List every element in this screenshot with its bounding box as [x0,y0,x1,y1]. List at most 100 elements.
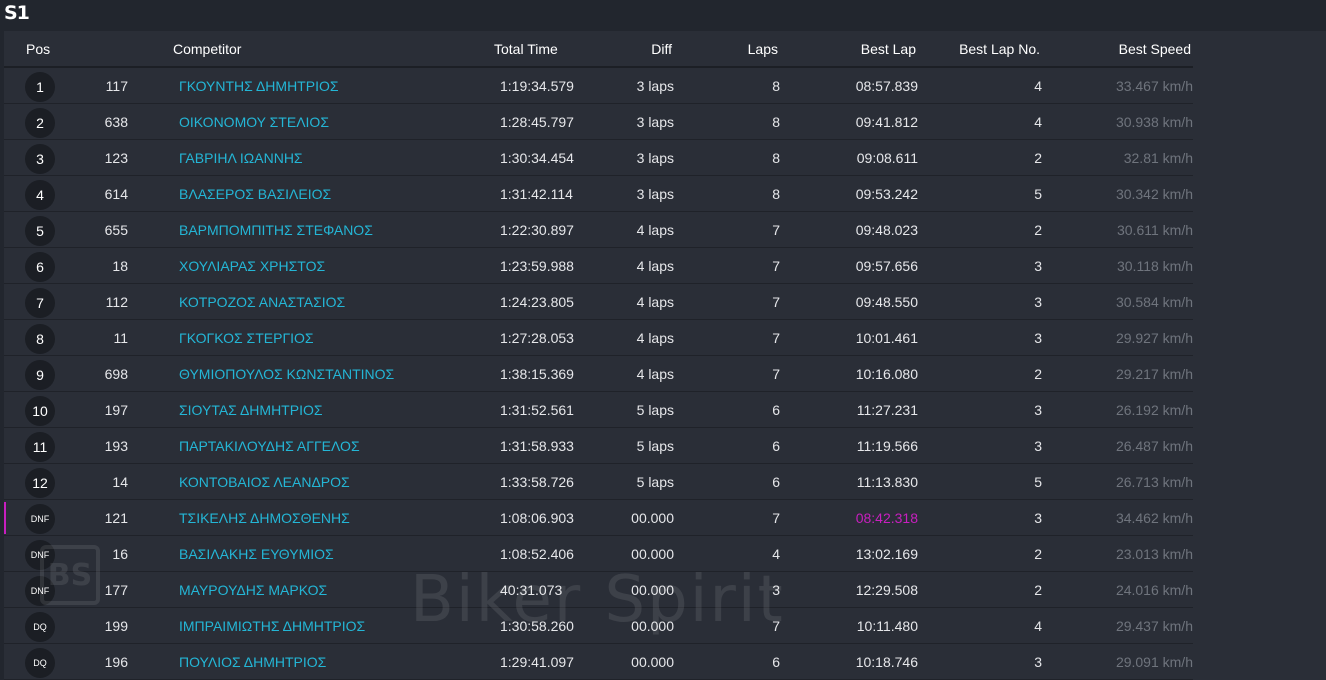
best-speed: 32.81 km/h [1044,139,1193,176]
total-time: 40:31.073 [428,571,570,608]
table-row[interactable]: DNF 121 ΤΣΙΚΕΛΗΣ ΔΗΜΟΣΘΕΝΗΣ 1:08:06.903 00.0… [4,499,1193,536]
best-speed: 29.217 km/h [1044,355,1193,392]
race-number: 11 [64,319,128,356]
table-row[interactable]: 7 112 ΚΟΤΡΟΖΟΣ ΑΝΑΣΤΑΣΙΟΣ 1:24:23.805 4 laps… [4,283,1193,320]
position-badge: DQ [25,648,55,678]
competitor-link[interactable]: ΒΑΡΜΠΟΜΠΙΤΗΣ ΣΤΕΦΑΝΟΣ [179,221,373,238]
table-row[interactable]: DQ 196 ΠΟΥΛΙΟΣ ΔΗΜΗΤΡΙΟΣ 1:29:41.097 00.000 6… [4,643,1193,680]
col-header-best-lap[interactable]: Best Lap [782,31,918,68]
col-header-total-time[interactable]: Total Time [428,31,570,68]
position-badge: 2 [25,108,55,138]
col-header-pos[interactable]: Pos [4,31,64,68]
competitor-link[interactable]: ΤΣΙΚΕΛΗΣ ΔΗΜΟΣΘΕΝΗΣ [179,509,350,526]
diff: 00.000 [570,499,676,536]
table-row[interactable]: DNF 177 ΜΑΥΡΟΥΔΗΣ ΜΑΡΚΟΣ 40:31.073 00.000 3 12… [4,571,1193,608]
competitor-link[interactable]: ΓΚΟΥΝΤΗΣ ΔΗΜΗΤΡΙΟΣ [179,77,339,94]
position-badge: 5 [25,216,55,246]
best-lap: 09:57.656 [782,247,918,284]
best-speed: 29.091 km/h [1044,643,1193,680]
table-row[interactable]: 4 614 ΒΛΑΣΕΡΟΣ ΒΑΣΙΛΕΙΟΣ 1:31:42.114 3 laps 8… [4,175,1193,212]
best-lap-no: 3 [918,643,1044,680]
total-time: 1:33:58.726 [428,463,574,500]
col-header-laps[interactable]: Laps [676,31,782,68]
col-header-best-lap-no[interactable]: Best Lap No. [918,31,1044,68]
laps: 7 [676,499,782,536]
competitor-link[interactable]: ΓΑΒΡΙΗΛ ΙΩΑΝΝΗΣ [179,149,303,166]
laps: 6 [676,643,782,680]
best-lap-no: 2 [918,211,1044,248]
table-row[interactable]: 1 117 ΓΚΟΥΝΤΗΣ ΔΗΜΗΤΡΙΟΣ 1:19:34.579 3 laps 8… [4,67,1193,104]
best-lap: 09:48.023 [782,211,918,248]
diff: 4 laps [570,211,676,248]
competitor-link[interactable]: ΙΜΠΡΑΙΜΙΩΤΗΣ ΔΗΜΗΤΡΙΟΣ [179,617,366,634]
col-header-competitor[interactable]: Competitor [128,31,428,68]
overall-best-marker [4,502,6,534]
total-time: 1:24:23.805 [428,283,574,320]
pos-cell: 9 [4,355,64,392]
position-badge: 12 [25,468,55,498]
table-row[interactable]: 10 197 ΣΙΟΥΤΑΣ ΔΗΜΗΤΡΙΟΣ 1:31:52.561 5 laps 6… [4,391,1193,428]
position-badge: 6 [25,252,55,282]
position-badge: 11 [25,432,55,462]
competitor-link[interactable]: ΒΛΑΣΕΡΟΣ ΒΑΣΙΛΕΙΟΣ [179,185,332,202]
best-speed: 26.713 km/h [1044,463,1193,500]
table-row[interactable]: 5 655 ΒΑΡΜΠΟΜΠΙΤΗΣ ΣΤΕΦΑΝΟΣ 1:22:30.897 4 la… [4,211,1193,248]
competitor-link[interactable]: ΒΑΣΙΛΑΚΗΣ ΕΥΘΥΜΙΟΣ [179,545,334,562]
laps: 7 [676,211,782,248]
competitor-link[interactable]: ΠΟΥΛΙΟΣ ΔΗΜΗΤΡΙΟΣ [179,653,327,670]
table-row[interactable]: 2 638 ΟΙΚΟΝΟΜΟΥ ΣΤΕΛΙΟΣ 1:28:45.797 3 laps 8 0… [4,103,1193,140]
pos-cell: DQ [4,643,64,680]
best-lap-no: 3 [918,499,1044,536]
pos-cell: 10 [4,391,64,428]
best-lap: 12:29.508 [782,571,918,608]
race-number: 123 [64,139,128,176]
competitor-link[interactable]: ΟΙΚΟΝΟΜΟΥ ΣΤΕΛΙΟΣ [179,113,329,130]
total-time: 1:27:28.053 [428,319,574,356]
col-header-number [64,31,128,68]
position-badge: 8 [25,324,55,354]
competitor-link[interactable]: ΘΥΜΙΟΠΟΥΛΟΣ ΚΩΝΣΤΑΝΤΙΝΟΣ [179,365,395,382]
pos-cell: DQ [4,607,64,644]
best-speed: 29.437 km/h [1044,607,1193,644]
results-table: Pos Competitor Total Time Diff Laps Best… [4,31,1193,680]
diff: 4 laps [570,319,676,356]
table-row[interactable]: 9 698 ΘΥΜΙΟΠΟΥΛΟΣ ΚΩΝΣΤΑΝΤΙΝΟΣ 1:38:15.369 4… [4,355,1193,392]
table-row[interactable]: DNF 16 ΒΑΣΙΛΑΚΗΣ ΕΥΘΥΜΙΟΣ 1:08:52.406 00.000… [4,535,1193,572]
competitor-link[interactable]: ΣΙΟΥΤΑΣ ΔΗΜΗΤΡΙΟΣ [179,401,323,418]
race-number: 698 [64,355,128,392]
laps: 7 [676,247,782,284]
competitor-link[interactable]: ΓΚΟΓΚΟΣ ΣΤΕΡΓΙΟΣ [179,329,314,346]
diff: 3 laps [570,103,676,140]
competitor-link[interactable]: ΧΟΥΛΙΑΡΑΣ ΧΡΗΣΤΟΣ [179,257,326,274]
table-row[interactable]: 3 123 ΓΑΒΡΙΗΛ ΙΩΑΝΝΗΣ 1:30:34.454 3 laps 8 09:… [4,139,1193,176]
best-speed: 24.016 km/h [1044,571,1193,608]
table-row[interactable]: 11 193 ΠΑΡΤΑΚΙΛΟΥΔΗΣ ΑΓΓΕΛΟΣ 1:31:58.933 5 l… [4,427,1193,464]
pos-cell: DNF [4,571,64,608]
best-speed: 26.487 km/h [1044,427,1193,464]
position-badge: 4 [25,180,55,210]
best-speed: 30.938 km/h [1044,103,1193,140]
table-header-row: Pos Competitor Total Time Diff Laps Best… [4,31,1193,68]
table-row[interactable]: DQ 199 ΙΜΠΡΑΙΜΙΩΤΗΣ ΔΗΜΗΤΡΙΟΣ 1:30:58.260 00… [4,607,1193,644]
table-row[interactable]: 12 14 ΚΟΝΤΟΒΑΙΟΣ ΛΕΑΝΔΡΟΣ 1:33:58.726 5 laps… [4,463,1193,500]
position-badge: DNF [25,576,55,606]
competitor-link[interactable]: ΚΟΤΡΟΖΟΣ ΑΝΑΣΤΑΣΙΟΣ [179,293,346,310]
race-number: 655 [64,211,128,248]
col-header-best-speed[interactable]: Best Speed [1044,31,1193,68]
best-speed: 33.467 km/h [1044,67,1193,104]
best-lap-no: 3 [918,283,1044,320]
best-lap: 10:11.480 [782,607,918,644]
diff: 5 laps [570,463,676,500]
competitor-link[interactable]: ΠΑΡΤΑΚΙΛΟΥΔΗΣ ΑΓΓΕΛΟΣ [179,437,360,454]
best-speed: 30.611 km/h [1044,211,1193,248]
table-row[interactable]: 8 11 ΓΚΟΓΚΟΣ ΣΤΕΡΓΙΟΣ 1:27:28.053 4 laps 7 10:… [4,319,1193,356]
best-lap-no: 3 [918,427,1044,464]
competitor-link[interactable]: ΜΑΥΡΟΥΔΗΣ ΜΑΡΚΟΣ [179,581,328,598]
total-time: 1:28:45.797 [428,103,574,140]
laps: 7 [676,319,782,356]
laps: 3 [676,571,782,608]
col-header-diff[interactable]: Diff [570,31,676,68]
competitor-link[interactable]: ΚΟΝΤΟΒΑΙΟΣ ΛΕΑΝΔΡΟΣ [179,473,350,490]
table-row[interactable]: 6 18 ΧΟΥΛΙΑΡΑΣ ΧΡΗΣΤΟΣ 1:23:59.988 4 laps 7 09… [4,247,1193,284]
total-time: 1:22:30.897 [428,211,574,248]
